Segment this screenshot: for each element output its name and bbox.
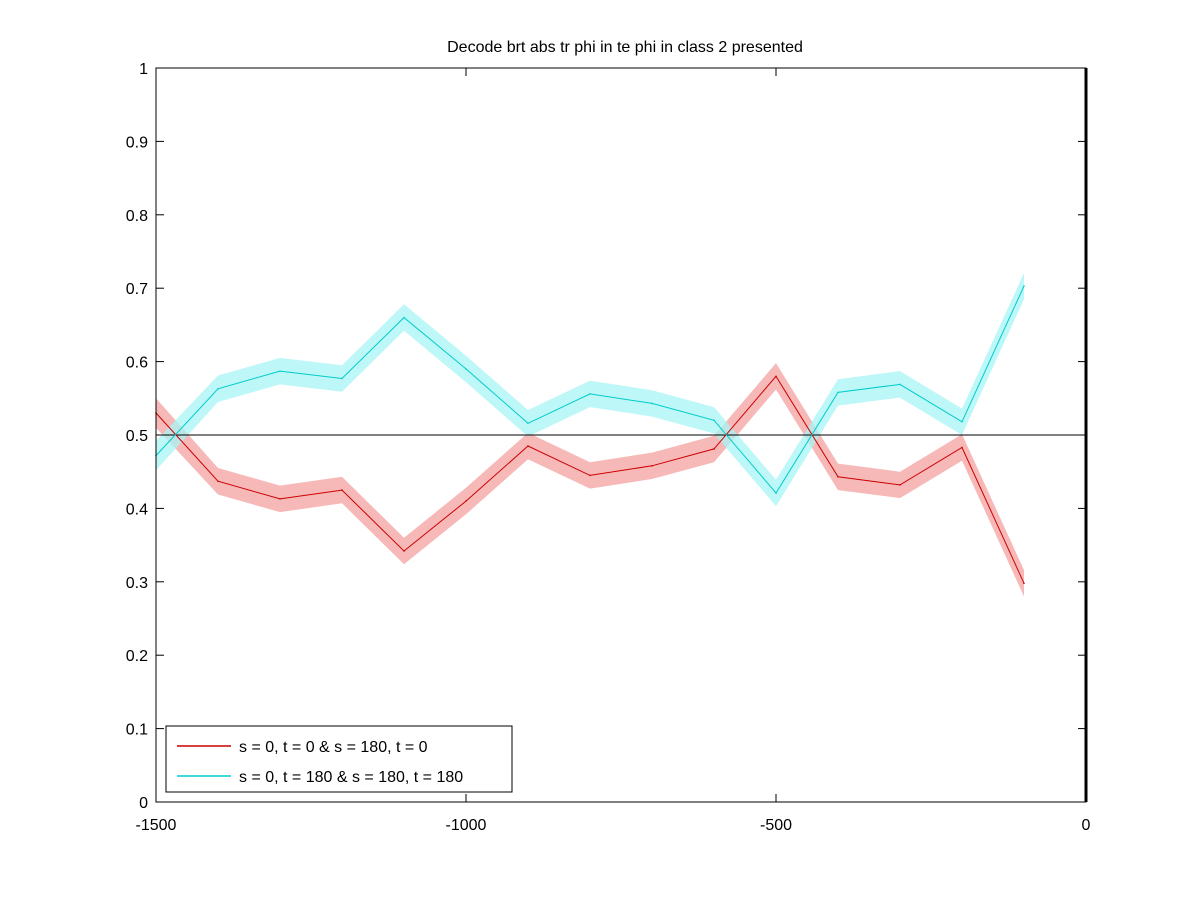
y-tick-label: 0.6 [126, 355, 148, 372]
data-point-series-1 [589, 474, 591, 477]
data-point-series-1 [1023, 582, 1025, 585]
data-point-series-2 [837, 391, 839, 394]
data-point-series-1 [899, 484, 901, 486]
legend: s = 0, t = 0 & s = 180, t = 0 s = 0, t = … [165, 725, 513, 793]
x-tick-label: 0 [1082, 817, 1091, 834]
x-tick-label: -1000 [446, 817, 487, 834]
data-point-series-1 [465, 500, 467, 502]
axis-ticks: -1500 -1000 -500 0 0 0.1 0.2 0.3 0.4 0.5 0.6 0.7 0.8… [126, 61, 1091, 834]
legend-label-series-2: s = 0, t = 180 & s = 180, t = 180 [239, 769, 463, 786]
data-point-series-2 [279, 370, 281, 372]
x-tick-label: -1500 [136, 817, 177, 834]
data-point-series-1 [403, 550, 405, 552]
data-point-series-2 [527, 422, 529, 425]
y-tick-label: 0.1 [126, 722, 148, 739]
confidence-band-series-2 [156, 272, 1024, 507]
data-point-series-2 [651, 402, 653, 405]
y-tick-label: 0.5 [126, 428, 148, 445]
data-point-series-1 [713, 448, 715, 450]
y-tick-label: 0.2 [126, 648, 148, 665]
y-tick-label: 0.7 [126, 281, 148, 298]
data-point-series-1 [837, 476, 839, 478]
data-point-series-2 [961, 420, 963, 423]
series-lines [155, 285, 1025, 585]
y-tick-label: 0.3 [126, 575, 148, 592]
x-tick-label: -500 [760, 817, 792, 834]
data-point-series-2 [589, 393, 591, 395]
y-tick-label: 0 [139, 795, 148, 812]
data-point-series-1 [217, 480, 219, 483]
data-point-series-1 [341, 489, 343, 491]
y-tick-label: 1 [139, 61, 148, 78]
data-point-series-1 [527, 445, 529, 447]
data-point-series-1 [961, 446, 963, 449]
legend-label-series-1: s = 0, t = 0 & s = 180, t = 0 [239, 739, 428, 756]
data-point-series-2 [1023, 285, 1025, 287]
y-tick-label: 0.8 [126, 208, 148, 225]
y-tick-label: 0.4 [126, 501, 148, 518]
data-point-series-1 [775, 375, 777, 378]
data-point-series-1 [279, 498, 281, 500]
data-point-series-2 [899, 383, 901, 386]
chart-title: Decode brt abs tr phi in te phi in class… [447, 39, 803, 56]
data-point-series-2 [775, 492, 777, 494]
data-point-series-2 [713, 419, 715, 422]
data-point-series-2 [465, 368, 467, 370]
data-point-series-2 [341, 377, 343, 380]
confidence-bands [156, 272, 1024, 597]
data-point-series-2 [217, 387, 219, 390]
y-tick-label: 0.9 [126, 134, 148, 151]
data-point-series-1 [651, 465, 653, 467]
legend-box [165, 725, 513, 793]
data-point-series-2 [403, 316, 405, 319]
confidence-band-series-1 [156, 363, 1024, 597]
